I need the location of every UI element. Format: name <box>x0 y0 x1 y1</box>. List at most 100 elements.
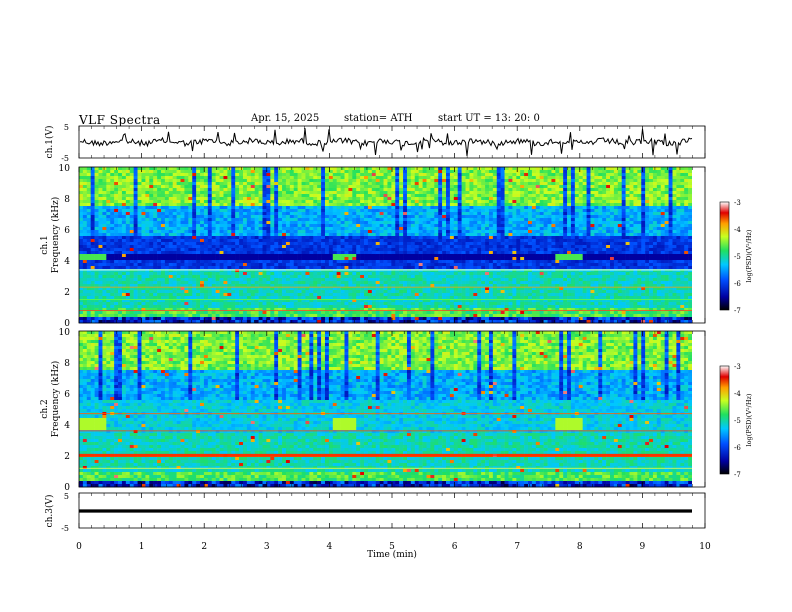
spectrogram-cell <box>414 218 419 222</box>
spectrogram-cell <box>141 260 146 264</box>
spectrogram-cell <box>188 263 193 267</box>
spectrogram-cell <box>129 191 134 195</box>
spectrogram-cell <box>395 176 400 180</box>
spectrogram-cell <box>344 317 349 321</box>
spectrogram-cell <box>129 239 134 243</box>
spectrogram-cell <box>141 302 146 306</box>
spectrogram-cell <box>375 314 380 318</box>
spectrogram-cell <box>383 320 388 324</box>
spectrogram-cell <box>211 290 216 294</box>
spectrogram-cell <box>129 176 134 180</box>
spectrogram-cell <box>442 185 447 189</box>
spectrogram-cell <box>418 254 423 258</box>
spectrogram-cell <box>153 299 158 303</box>
spectrogram-cell <box>118 230 123 234</box>
spectrogram-cell <box>211 176 216 180</box>
spectrogram-cell <box>395 272 400 276</box>
spectrogram-cell <box>235 236 240 240</box>
spectrogram-cell <box>203 215 209 219</box>
spectrogram-cell <box>301 194 306 198</box>
spectrogram-cell <box>270 275 275 279</box>
spectrogram-cell <box>449 176 455 180</box>
spectrogram-cell <box>289 302 295 306</box>
spectrogram-cell <box>274 200 279 204</box>
spectrogram-cell <box>188 209 193 213</box>
spectrogram-cell <box>297 308 302 312</box>
spectrogram-cell <box>336 290 341 294</box>
spectrogram-cell <box>348 284 353 288</box>
spectrogram-cell <box>309 251 314 255</box>
spectrogram-cell <box>422 176 427 180</box>
spectrogram-cell <box>98 320 103 324</box>
spectrogram-cell <box>426 233 431 237</box>
spectrogram-cell <box>387 176 392 180</box>
spectrogram-cell <box>196 173 201 177</box>
spectrogram-cell <box>274 197 279 201</box>
spectrogram-cell <box>168 314 173 318</box>
spectrogram-cell <box>317 176 322 180</box>
spectrogram-cell <box>129 209 134 213</box>
spectrogram-cell <box>176 227 181 231</box>
spectrogram-cell <box>309 278 314 282</box>
spectrogram-cell <box>352 299 357 303</box>
spectrogram-cell <box>242 173 248 177</box>
spectrogram-cell <box>297 224 302 228</box>
spectrogram-cell <box>200 290 205 294</box>
spectrogram-cell <box>200 302 205 306</box>
spectrogram-cell <box>82 194 88 198</box>
spectrogram-cell <box>446 218 451 222</box>
spectrogram-cell <box>180 311 185 315</box>
spectrogram-cell <box>336 191 341 195</box>
spectrogram-cell <box>114 212 119 216</box>
spectrogram-cell <box>383 218 388 222</box>
spectrogram-cell <box>137 194 142 198</box>
spectrogram-cell <box>371 314 377 318</box>
spectrogram-cell <box>356 215 361 219</box>
spectrogram-cell <box>207 176 213 180</box>
spectrogram-cell <box>418 212 423 216</box>
spectrogram-cell <box>133 212 138 216</box>
spectrogram-cell <box>321 176 326 180</box>
spectrogram-cell <box>364 254 369 258</box>
spectrogram-cell <box>254 185 259 189</box>
spectrogram-cell <box>235 167 240 171</box>
spectrogram-cell <box>231 302 236 306</box>
spectrogram-cell <box>399 308 404 312</box>
spectrogram-cell <box>348 317 353 321</box>
spectrogram-cell <box>145 314 150 318</box>
spectrogram-cell <box>360 194 365 198</box>
spectrogram-cell <box>379 284 384 288</box>
spectrogram-cell <box>235 311 240 315</box>
spectrogram-cell <box>227 284 232 288</box>
spectrogram-cell <box>395 317 400 321</box>
spectrogram-cell <box>324 239 330 243</box>
spectrogram-cell <box>328 167 334 171</box>
spectrogram-cell <box>352 170 357 174</box>
spectrogram-cell <box>418 311 423 315</box>
spectrogram-cell <box>82 254 88 258</box>
spectrogram-cell <box>274 221 279 225</box>
spectrogram-cell <box>332 308 337 312</box>
spectrogram-cell <box>211 302 216 306</box>
spectrogram-cell <box>235 248 240 252</box>
spectrogram-cell <box>278 263 283 267</box>
spectrogram-cell <box>118 239 123 243</box>
spectrogram-cell <box>227 179 232 183</box>
spectrogram-cell <box>235 272 240 276</box>
spectrogram-cell <box>297 179 302 183</box>
spectrogram-cell <box>285 239 291 243</box>
spectrogram-cell <box>94 260 99 264</box>
spectrogram-cell <box>176 167 181 171</box>
spectrogram-cell <box>356 182 361 186</box>
spectrogram-cell <box>157 317 162 321</box>
spectrogram-cell <box>262 272 267 276</box>
spectrogram-cell <box>141 194 146 198</box>
spectrogram-cell <box>422 245 427 249</box>
spectrogram-cell <box>317 221 322 225</box>
spectrogram-cell <box>399 224 404 228</box>
spectrogram-cell <box>305 194 310 198</box>
spectrogram-cell <box>364 257 369 261</box>
spectrogram-cell <box>102 173 107 177</box>
spectrogram-cell <box>90 254 95 258</box>
spectrogram-cell <box>203 173 209 177</box>
